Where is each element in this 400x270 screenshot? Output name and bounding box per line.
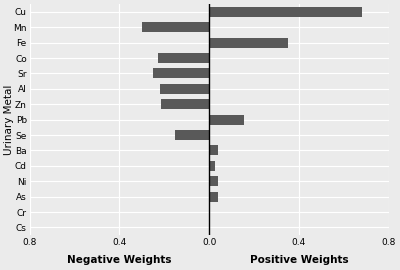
Bar <box>209 207 210 217</box>
Text: Positive Weights: Positive Weights <box>250 255 348 265</box>
Bar <box>209 146 218 156</box>
Bar <box>142 22 209 32</box>
Bar <box>209 161 215 171</box>
Bar <box>176 130 209 140</box>
Bar <box>209 192 218 202</box>
Bar <box>209 7 362 17</box>
Bar <box>161 99 209 109</box>
Bar <box>209 176 218 186</box>
Bar <box>153 69 209 79</box>
Text: Negative Weights: Negative Weights <box>67 255 172 265</box>
Bar <box>209 115 244 125</box>
Bar <box>209 38 288 48</box>
Y-axis label: Urinary Metal: Urinary Metal <box>4 85 14 155</box>
Bar <box>160 84 209 94</box>
Bar <box>158 53 209 63</box>
